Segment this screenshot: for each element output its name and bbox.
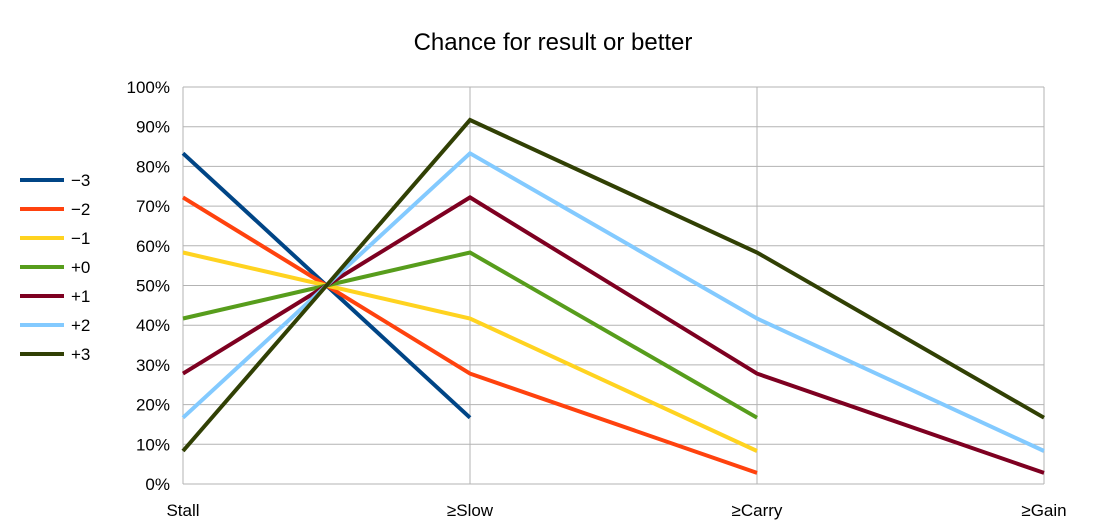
series-line — [181, 195, 1045, 475]
y-tick-label: 90% — [136, 118, 170, 137]
legend: −3 −2 −1 +0 +1 +2 +3 — [20, 171, 90, 364]
legend-label: +3 — [71, 345, 90, 364]
x-tick-label: ≥Slow — [447, 501, 494, 520]
y-tick-label: 80% — [136, 157, 170, 176]
series-line — [181, 195, 758, 475]
y-tick-label: 40% — [136, 316, 170, 335]
chart-title: Chance for result or better — [414, 29, 693, 56]
series-line — [182, 250, 758, 420]
x-tick-label: ≥Gain — [1021, 501, 1066, 520]
x-tick-label: ≥Carry — [732, 501, 783, 520]
y-tick-label: 0% — [145, 475, 170, 494]
series-line — [181, 150, 1045, 453]
series-line — [182, 250, 758, 453]
x-axis-ticks: Stall ≥Slow ≥Carry ≥Gain — [166, 501, 1066, 520]
legend-label: +2 — [71, 316, 90, 335]
y-tick-label: 20% — [136, 396, 170, 415]
y-axis-ticks: 0% 10% 20% 30% 40% 50% 60% 70% 80% 90% 100% — [127, 78, 170, 494]
y-tick-label: 30% — [136, 356, 170, 375]
y-tick-label: 100% — [127, 78, 170, 97]
legend-label: −2 — [71, 200, 90, 219]
y-tick-label: 70% — [136, 197, 170, 216]
legend-label: −1 — [71, 229, 90, 248]
legend-label: +1 — [71, 287, 90, 306]
legend-label: +0 — [71, 258, 90, 277]
series-line — [181, 117, 1045, 453]
y-tick-label: 60% — [136, 237, 170, 256]
y-tick-label: 10% — [136, 435, 170, 454]
y-tick-label: 50% — [136, 277, 170, 296]
x-tick-label: Stall — [166, 501, 199, 520]
legend-label: −3 — [71, 171, 90, 190]
series-lines — [181, 117, 1045, 475]
